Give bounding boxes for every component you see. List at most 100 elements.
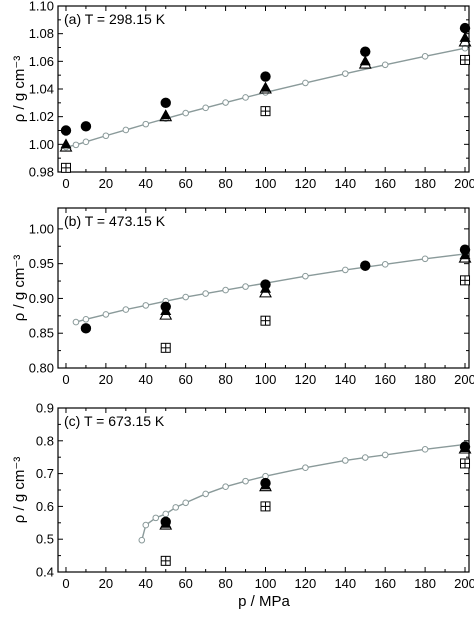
chart-0-x-tick-label: 180 xyxy=(414,176,436,191)
chart-0-x-tick-label: 20 xyxy=(99,176,113,191)
chart-0-y-tick-label: 1.10 xyxy=(29,0,54,14)
chart-0-point xyxy=(72,141,80,149)
chart-1-point xyxy=(242,283,249,290)
chart-1-point xyxy=(360,260,371,271)
chart-1-series-3 xyxy=(159,250,472,320)
chart-2-point xyxy=(421,446,429,453)
chart-0-point xyxy=(381,61,389,69)
chart-0-y-axis-label: ρ / g cm⁻³ xyxy=(11,56,28,122)
chart-2-point xyxy=(162,510,170,518)
chart-1-point xyxy=(342,266,349,274)
chart-0-x-tick-label: 160 xyxy=(374,176,396,191)
chart-2-series-3 xyxy=(159,441,472,530)
chart-2-point xyxy=(242,477,249,485)
chart-1-point xyxy=(82,316,90,323)
chart-0: 0 20 40 60 80 100 120 140 160 180 200 0.98 1.00 1.02 1… xyxy=(11,0,474,191)
chart-0-y-tick-label: 1.08 xyxy=(29,26,54,41)
chart-0-point xyxy=(421,53,429,60)
chart-0-point xyxy=(222,99,229,106)
chart-2: 0 20 40 60 80 100 120 140 160 180 200 0.4 0.5 0.6 0.7 0… xyxy=(11,401,474,592)
chart-1-point xyxy=(182,293,189,301)
chart-2-point xyxy=(159,517,173,530)
chart-2-series-2 xyxy=(160,442,471,528)
chart-2-y-axis-label: ρ / g cm⁻³ xyxy=(11,457,28,523)
chart-2-point xyxy=(259,479,271,490)
chart-0-x-tick-label: 140 xyxy=(334,176,356,191)
chart-0-point xyxy=(60,125,72,136)
chart-1-point xyxy=(122,306,130,313)
chart-2-point xyxy=(342,457,349,464)
chart-0-point xyxy=(182,109,189,117)
chart-2-point xyxy=(202,490,209,498)
chart-2-series-1 xyxy=(160,441,471,528)
chart-2-x-tick-label: 20 xyxy=(99,576,113,591)
chart-2-x-tick-label: 200 xyxy=(454,576,474,591)
chart-2-point xyxy=(152,514,160,522)
chart-2-x-tick-label: 80 xyxy=(218,576,232,591)
chart-1-point xyxy=(159,307,173,320)
chart-0-series-0 xyxy=(62,44,469,151)
chart-1-y-tick-label: 1.00 xyxy=(29,221,54,236)
chart-2-x-tick-label: 160 xyxy=(374,576,396,591)
chart-1-point xyxy=(421,255,429,263)
chart-0-point xyxy=(259,81,272,94)
chart-1-series-line xyxy=(75,253,466,323)
chart-1-x-tick-label: 160 xyxy=(374,372,396,387)
chart-1-x-tick-label: 20 xyxy=(99,372,113,387)
chart-1-x-tick-label: 40 xyxy=(139,372,153,387)
chart-2-y-tick-label: 0.7 xyxy=(36,466,54,481)
chart-2-x-tick-label: 100 xyxy=(255,576,277,591)
chart-0-point xyxy=(458,34,472,47)
chart-1-y-tick-label: 0.95 xyxy=(29,256,54,271)
chart-2-point xyxy=(160,517,172,528)
chart-0-point xyxy=(358,56,372,69)
chart-2-y-tick-label: 0.9 xyxy=(36,401,54,416)
chart-1-y-axis-label: ρ / g cm⁻³ xyxy=(11,255,28,321)
chart-1-point xyxy=(458,250,472,263)
chart-0-x-tick-label: 40 xyxy=(139,176,153,191)
chart-1-y-tick-label: 0.90 xyxy=(29,291,54,306)
chart-1-point xyxy=(72,318,80,326)
chart-1-series-0 xyxy=(72,250,469,326)
chart-0-y-tick-label: 1.04 xyxy=(29,82,54,97)
chart-2-point xyxy=(361,454,369,461)
chart-0-point xyxy=(159,109,173,122)
chart-1-x-tick-label: 0 xyxy=(62,372,69,387)
chart-0-point xyxy=(202,104,209,112)
chart-1-point xyxy=(222,286,229,294)
chart-1-series-1 xyxy=(80,244,471,334)
chart-2-point xyxy=(222,483,229,491)
chart-1-x-tick-label: 100 xyxy=(255,372,277,387)
chart-1-point xyxy=(381,261,389,268)
chart-0-point xyxy=(360,46,371,57)
chart-1-point xyxy=(202,290,209,297)
chart-2-x-tick-label: 180 xyxy=(414,576,436,591)
chart-2-y-tick-label: 0.8 xyxy=(36,433,54,448)
chart-2-point xyxy=(259,479,272,492)
chart-1-point xyxy=(142,302,150,309)
chart-2-series-4 xyxy=(160,458,471,566)
chart-0-y-tick-label: 1.02 xyxy=(29,109,54,124)
chart-0-point xyxy=(342,70,349,77)
chart-1-x-tick-label: 200 xyxy=(454,372,474,387)
chart-2-y-tick-label: 0.4 xyxy=(36,565,54,580)
x-axis-label: p / MPa xyxy=(238,593,290,610)
chart-2-y-tick-label: 0.6 xyxy=(36,499,54,514)
chart-0-series-4 xyxy=(60,54,471,173)
chart-2-x-tick-label: 0 xyxy=(62,576,69,591)
chart-2-series-line xyxy=(141,443,466,541)
chart-2-point xyxy=(458,441,472,454)
chart-1-x-tick-label: 80 xyxy=(218,372,232,387)
chart-2-y-tick-label: 0.5 xyxy=(36,532,54,547)
chart-0-point xyxy=(459,22,471,34)
chart-1-x-tick-label: 140 xyxy=(334,372,356,387)
chart-2-point xyxy=(182,499,189,507)
chart-0-point xyxy=(102,132,110,140)
chart-2-point xyxy=(138,536,146,544)
chart-2-point xyxy=(302,464,309,471)
chart-2-x-tick-label: 60 xyxy=(178,576,192,591)
chart-2-point xyxy=(142,521,150,529)
chart-0-series-3 xyxy=(59,34,472,152)
